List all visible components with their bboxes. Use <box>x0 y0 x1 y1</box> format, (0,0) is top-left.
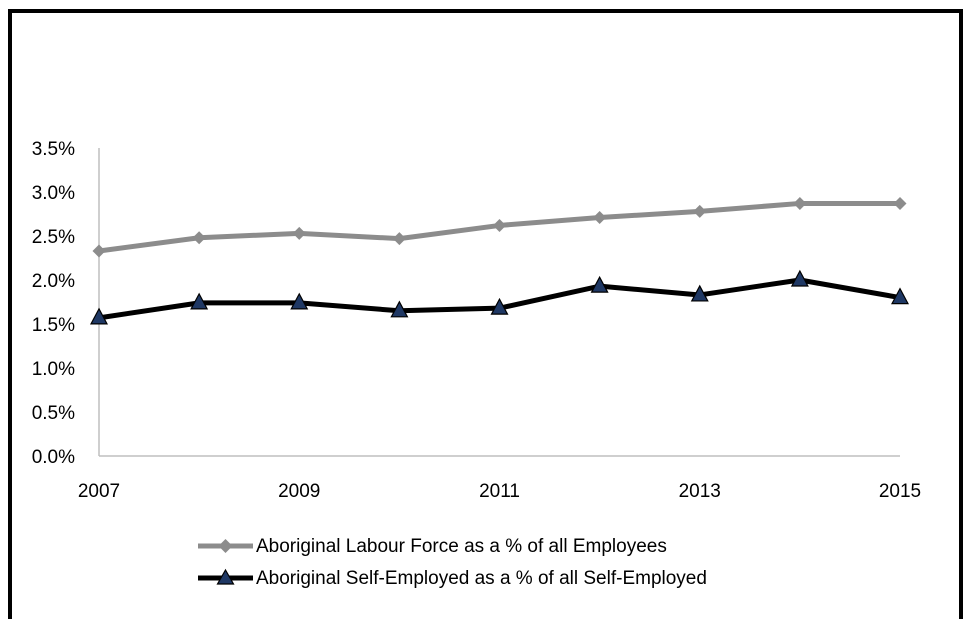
data-point-triangle <box>90 307 108 325</box>
y-tick-label: 0.0% <box>32 447 75 468</box>
y-tick-labels: 0.0% 0.5% 1.0% 1.5% 2.0% 2.5% 3.0% 3.5% <box>32 139 75 468</box>
x-tick-label: 2015 <box>879 481 921 502</box>
data-point-diamond <box>793 196 807 210</box>
x-tick-label: 2013 <box>679 481 721 502</box>
data-point-diamond <box>593 211 607 225</box>
data-point-diamond <box>893 196 907 210</box>
data-point-triangle <box>290 292 309 310</box>
data-point-diamond <box>693 204 707 218</box>
legend-label-labour-force: Aboriginal Labour Force as a % of all Em… <box>256 536 667 557</box>
y-tick-label: 2.5% <box>32 227 75 248</box>
data-point-triangle <box>490 297 509 315</box>
legend-triangle-marker <box>216 568 235 585</box>
data-point-triangle <box>190 292 209 310</box>
y-tick-label: 1.5% <box>32 315 75 336</box>
y-tick-label: 3.5% <box>32 139 75 160</box>
y-tick-label: 0.5% <box>32 403 75 424</box>
data-point-diamond <box>392 232 406 246</box>
data-point-diamond <box>493 218 506 232</box>
data-point-triangle <box>690 284 709 302</box>
legend-label-self-employed: Aboriginal Self-Employed as a % of all S… <box>256 568 707 589</box>
y-tick-label: 1.0% <box>32 359 75 380</box>
data-point-diamond <box>92 244 106 258</box>
x-tick-labels: 2007 2009 2011 2013 2015 <box>78 481 921 502</box>
data-point-triangle <box>590 275 609 293</box>
x-tick-label: 2007 <box>78 481 120 502</box>
data-point-triangle <box>390 300 409 318</box>
data-point-triangle <box>790 269 809 287</box>
data-point-diamond <box>192 231 206 245</box>
legend: Aboriginal Labour Force as a % of all Em… <box>198 536 707 589</box>
legend-diamond-marker <box>218 539 233 553</box>
x-tick-label: 2011 <box>479 481 520 502</box>
legend-item-self-employed: Aboriginal Self-Employed as a % of all S… <box>198 568 707 589</box>
legend-item-labour-force: Aboriginal Labour Force as a % of all Em… <box>198 536 667 557</box>
data-point-triangle <box>891 287 909 305</box>
y-tick-label: 2.0% <box>32 271 75 292</box>
data-point-diamond <box>292 226 306 240</box>
series-layer <box>90 196 909 325</box>
y-tick-label: 3.0% <box>32 183 75 204</box>
x-tick-label: 2009 <box>278 481 320 502</box>
